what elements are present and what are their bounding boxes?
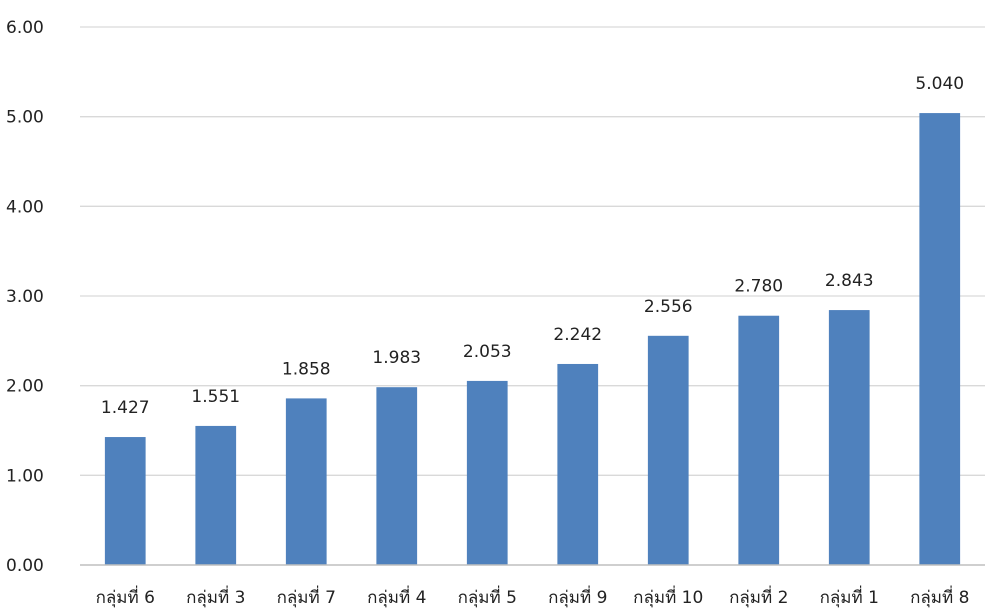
- data-label: 1.983: [372, 348, 421, 368]
- bar: [647, 335, 689, 565]
- x-tick-label: กลุ่มที่ 3: [186, 585, 245, 608]
- x-tick-label: กลุ่มที่ 9: [548, 585, 607, 608]
- bar: [919, 113, 961, 565]
- bar: [466, 380, 508, 565]
- bars: [104, 113, 961, 565]
- bar: [195, 425, 237, 565]
- data-label: 1.858: [282, 359, 331, 379]
- data-labels: 1.427 1.551 1.858 1.983 2.053 2.242 2.556 2.780…: [101, 74, 964, 418]
- y-tick-label: 3.00: [6, 287, 44, 307]
- bar: [828, 310, 870, 565]
- y-axis: 0.00 1.00 2.00 3.00 4.00 5.00 6.00: [6, 18, 44, 576]
- bar: [557, 363, 599, 565]
- x-tick-label: กลุ่มที่ 1: [820, 585, 879, 608]
- data-label: 2.556: [644, 297, 693, 317]
- data-label: 1.551: [191, 387, 240, 407]
- y-tick-label: 0.00: [6, 556, 44, 576]
- y-tick-label: 6.00: [6, 18, 44, 38]
- x-tick-label: กลุ่มที่ 2: [729, 585, 788, 608]
- x-axis: กลุ่มที่ 6 กลุ่มที่ 3 กลุ่มที่ 7 กลุ่มที่ 4…: [80, 564, 985, 608]
- x-tick-label: กลุ่มที่ 8: [910, 585, 969, 608]
- y-tick-label: 2.00: [6, 377, 44, 397]
- data-label: 2.242: [553, 325, 602, 345]
- bar: [376, 387, 418, 565]
- x-tick-label: กลุ่มที่ 7: [277, 585, 336, 608]
- y-tick-label: 1.00: [6, 466, 44, 486]
- data-label: 1.427: [101, 398, 150, 418]
- x-tick-label: กลุ่มที่ 5: [458, 585, 517, 608]
- y-tick-label: 4.00: [6, 197, 44, 217]
- data-label: 2.780: [734, 277, 783, 297]
- data-label: 2.053: [463, 342, 512, 362]
- bar: [285, 398, 327, 565]
- bar: [104, 437, 146, 565]
- x-tick-label: กลุ่มที่ 4: [367, 585, 426, 608]
- y-tick-label: 5.00: [6, 108, 44, 128]
- bar: [738, 315, 780, 565]
- x-tick-label: กลุ่มที่ 6: [96, 585, 155, 608]
- data-label: 2.843: [825, 271, 874, 291]
- x-tick-label: กลุ่มที่ 10: [633, 585, 703, 608]
- data-label: 5.040: [915, 74, 964, 94]
